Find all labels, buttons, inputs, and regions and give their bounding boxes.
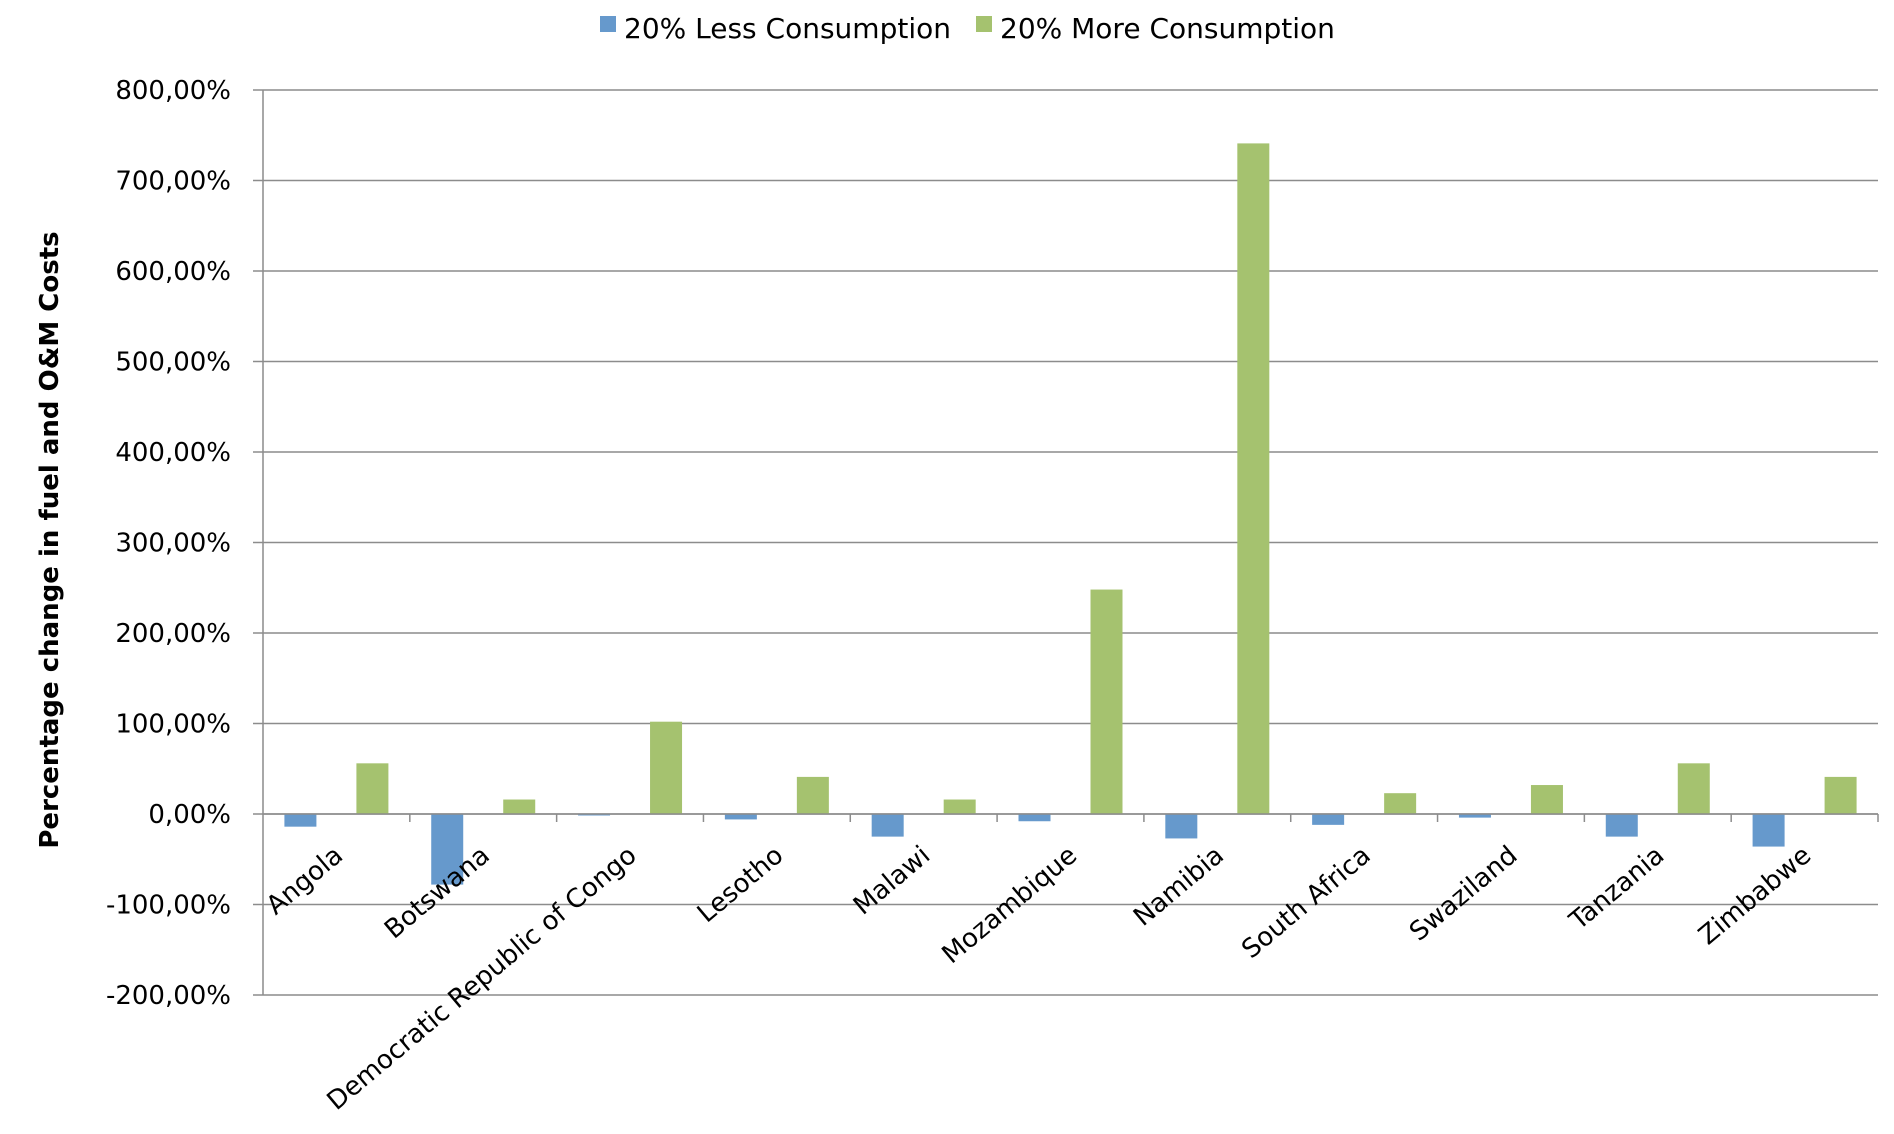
bar-tanzania-series-0: [1605, 814, 1638, 837]
x-tick-label-south-africa: South Africa: [1236, 840, 1376, 965]
bar-botswana-series-0: [431, 814, 464, 885]
x-tick-label-lesotho: Lesotho: [692, 840, 789, 929]
bar-angola-series-1: [356, 763, 389, 814]
bar-tanzania-series-1: [1677, 763, 1710, 814]
bar-angola-series-0: [284, 814, 317, 827]
bar-democratic-republic-of-congo-series-1: [650, 721, 683, 814]
y-axis-title: Percentage change in fuel and O&M Costs: [35, 231, 65, 848]
x-tick-label-malawi: Malawi: [848, 840, 936, 921]
bar-south-africa-series-1: [1384, 793, 1417, 814]
bar-botswana-series-1: [503, 799, 536, 814]
y-tick-label: -200,00%: [106, 981, 231, 1011]
bar-mozambique-series-0: [1018, 814, 1051, 822]
bar-south-africa-series-0: [1312, 814, 1345, 825]
bar-namibia-series-1: [1237, 143, 1270, 814]
bar-mozambique-series-1: [1090, 589, 1123, 814]
bar-malawi-series-1: [943, 799, 976, 814]
legend-swatch-more-consumption: [976, 16, 992, 32]
bar-swaziland-series-1: [1530, 785, 1563, 814]
bar-lesotho-series-1: [796, 776, 829, 814]
bar-lesotho-series-0: [724, 814, 757, 820]
legend-swatch-less-consumption: [600, 16, 616, 32]
y-tick-label: 400,00%: [115, 438, 231, 468]
bar-malawi-series-0: [871, 814, 904, 837]
x-tick-label-democratic-republic-of-congo: Democratic Republic of Congo: [322, 840, 643, 1116]
legend-label-less-consumption: 20% Less Consumption: [624, 12, 951, 45]
x-tick-label-zimbabwe: Zimbabwe: [1693, 840, 1817, 951]
x-tick-label-tanzania: Tanzania: [1563, 840, 1670, 936]
y-tick-label: 0,00%: [148, 800, 231, 830]
y-tick-label: -100,00%: [106, 891, 231, 921]
bar-zimbabwe-series-0: [1752, 814, 1785, 847]
y-tick-label: 700,00%: [115, 167, 231, 197]
x-tick-label-swaziland: Swaziland: [1404, 840, 1523, 947]
x-tick-label-namibia: Namibia: [1128, 840, 1230, 932]
bar-swaziland-series-0: [1458, 814, 1491, 818]
bar-zimbabwe-series-1: [1824, 776, 1857, 814]
y-axis-ticks: 800,00% 700,00% 600,00% 500,00% 400,00% 300,0…: [106, 76, 263, 1011]
y-tick-label: 300,00%: [115, 529, 231, 559]
bar-namibia-series-0: [1165, 814, 1198, 839]
legend-label-more-consumption: 20% More Consumption: [1000, 12, 1335, 45]
x-tick-label-angola: Angola: [261, 840, 349, 921]
y-tick-label: 800,00%: [115, 76, 231, 106]
axes: [262, 90, 1879, 995]
y-tick-label: 100,00%: [115, 710, 231, 740]
legend: 20% Less Consumption 20% More Consumptio…: [600, 12, 1335, 45]
y-tick-label: 500,00%: [115, 348, 231, 378]
bars: [284, 143, 1857, 885]
y-tick-label: 200,00%: [115, 619, 231, 649]
y-tick-label: 600,00%: [115, 257, 231, 287]
